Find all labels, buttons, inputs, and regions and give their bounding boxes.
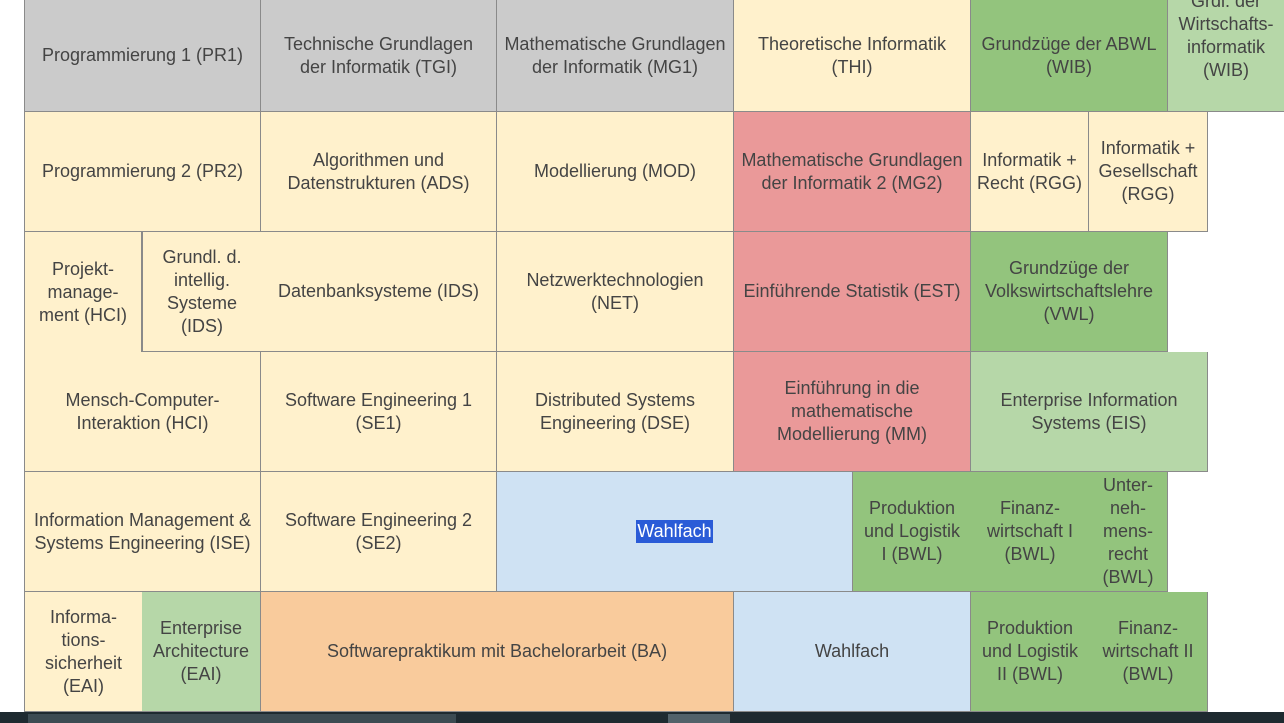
course-label: Informatik + Recht (RGG) bbox=[976, 149, 1082, 193]
course-label: Enterprise Architecture (EAI) bbox=[152, 618, 250, 684]
course-gis[interactable]: Grundl. d. intellig. Systeme (IDS) bbox=[142, 232, 261, 352]
course-finanzwirtschaft-2[interactable]: Finanz-wirtschaft II (BWL) bbox=[1089, 592, 1208, 712]
course-net[interactable]: Netzwerktechnologien (NET) bbox=[497, 232, 734, 352]
course-label: Datenbanksysteme (IDS) bbox=[277, 281, 480, 301]
course-label: Produktion und Logistik I (BWL) bbox=[863, 498, 961, 564]
course-label: Grundl. d. intellig. Systeme (IDS) bbox=[162, 246, 242, 336]
course-eis[interactable]: Enterprise Information Systems (EIS) bbox=[971, 352, 1208, 472]
course-tgi[interactable]: Technische Grundlagen der Informatik (TG… bbox=[261, 0, 497, 112]
course-produktion-logistik-1[interactable]: Produktion und Logistik I (BWL) bbox=[853, 472, 971, 592]
course-label: Produktion und Logistik II (BWL) bbox=[981, 618, 1079, 684]
course-label: Distributed Systems Engineering (DSE) bbox=[534, 389, 696, 433]
course-label: Programmierung 2 (PR2) bbox=[41, 161, 244, 181]
course-label: Grundzüge der Volkswirtschaftslehre (VWL… bbox=[984, 258, 1154, 324]
course-label: Finanz-wirtschaft I (BWL) bbox=[986, 498, 1074, 564]
course-projektmanagement[interactable]: Projekt-manage-ment (HCI) bbox=[24, 232, 142, 352]
course-label: Grundzüge der ABWL (WIB) bbox=[981, 33, 1157, 77]
course-label: Finanz-wirtschaft II (BWL) bbox=[1102, 618, 1194, 684]
course-mm[interactable]: Einführung in die mathematische Modellie… bbox=[734, 352, 971, 472]
course-label: Softwarepraktikum mit Bachelorarbeit (BA… bbox=[326, 641, 668, 661]
course-label: Technische Grundlagen der Informatik (TG… bbox=[283, 33, 474, 77]
taskbar bbox=[0, 712, 1284, 723]
course-finanzwirtschaft-1[interactable]: Finanz-wirtschaft I (BWL) bbox=[971, 472, 1089, 592]
course-label: Grdl. der Wirtschafts-informatik (WIB) bbox=[1178, 0, 1274, 80]
course-label: Einführende Statistik (EST) bbox=[743, 281, 961, 301]
course-label: Software Engineering 2 (SE2) bbox=[284, 509, 473, 553]
course-ads[interactable]: Algorithmen und Datenstrukturen (ADS) bbox=[261, 112, 497, 232]
course-unternehmensrecht[interactable]: Unter-neh-mens-recht (BWL) bbox=[1089, 472, 1168, 592]
course-enterprise-architecture[interactable]: Enterprise Architecture (EAI) bbox=[142, 592, 261, 712]
course-wib[interactable]: Grdl. der Wirtschafts-informatik (WIB) bbox=[1168, 0, 1284, 112]
course-label: Information Management & Systems Enginee… bbox=[33, 509, 252, 553]
course-label: Mensch-Computer-Interaktion (HCI) bbox=[65, 389, 220, 433]
course-vwl[interactable]: Grundzüge der Volkswirtschaftslehre (VWL… bbox=[971, 232, 1168, 352]
course-bachelorarbeit[interactable]: Softwarepraktikum mit Bachelorarbeit (BA… bbox=[261, 592, 734, 712]
course-label: Einführung in die mathematische Modellie… bbox=[776, 378, 928, 444]
course-label: Algorithmen und Datenstrukturen (ADS) bbox=[287, 149, 470, 193]
taskbar-item[interactable] bbox=[28, 714, 456, 723]
course-informationssicherheit[interactable]: Informa-tions-sicherheit (EAI) bbox=[24, 592, 142, 712]
course-label: Informa-tions-sicherheit (EAI) bbox=[44, 606, 123, 696]
course-mg2[interactable]: Mathematische Grundlagen der Informatik … bbox=[734, 112, 971, 232]
course-se1[interactable]: Software Engineering 1 (SE1) bbox=[261, 352, 497, 472]
course-se2[interactable]: Software Engineering 2 (SE2) bbox=[261, 472, 497, 592]
course-label: Informatik + Gesellschaft (RGG) bbox=[1098, 138, 1198, 204]
course-label: Modellierung (MOD) bbox=[533, 161, 697, 181]
course-abwl[interactable]: Grundzüge der ABWL (WIB) bbox=[971, 0, 1168, 112]
course-label: Enterprise Information Systems (EIS) bbox=[1000, 389, 1178, 433]
course-label: Unter-neh-mens-recht (BWL) bbox=[1102, 475, 1154, 587]
course-label: Netzwerktechnologien (NET) bbox=[526, 269, 704, 313]
course-pr2[interactable]: Programmierung 2 (PR2) bbox=[24, 112, 261, 232]
taskbar-item[interactable] bbox=[668, 714, 730, 723]
course-rgg-gesellschaft[interactable]: Informatik + Gesellschaft (RGG) bbox=[1089, 112, 1208, 232]
course-label: Theoretische Informatik (THI) bbox=[757, 33, 947, 77]
course-dbs[interactable]: Datenbanksysteme (IDS) bbox=[261, 232, 497, 352]
course-ise[interactable]: Information Management & Systems Enginee… bbox=[24, 472, 261, 592]
course-rgg-recht[interactable]: Informatik + Recht (RGG) bbox=[971, 112, 1089, 232]
course-label: Software Engineering 1 (SE1) bbox=[284, 389, 473, 433]
course-est[interactable]: Einführende Statistik (EST) bbox=[734, 232, 971, 352]
course-produktion-logistik-2[interactable]: Produktion und Logistik II (BWL) bbox=[971, 592, 1089, 712]
course-label: Programmierung 1 (PR1) bbox=[41, 45, 244, 65]
course-mci[interactable]: Mensch-Computer-Interaktion (HCI) bbox=[24, 352, 261, 472]
course-label: Mathematische Grundlagen der Informatik … bbox=[504, 33, 726, 77]
course-wahlfach-selected[interactable]: Wahlfach bbox=[497, 472, 853, 592]
course-dse[interactable]: Distributed Systems Engineering (DSE) bbox=[497, 352, 734, 472]
course-wahlfach[interactable]: Wahlfach bbox=[734, 592, 971, 712]
selected-text-highlight: Wahlfach bbox=[636, 520, 713, 543]
course-mod[interactable]: Modellierung (MOD) bbox=[497, 112, 734, 232]
course-pr1[interactable]: Programmierung 1 (PR1) bbox=[24, 0, 261, 112]
course-label: Wahlfach bbox=[814, 641, 890, 661]
course-thi[interactable]: Theoretische Informatik (THI) bbox=[734, 0, 971, 112]
course-label: Projekt-manage-ment (HCI) bbox=[38, 258, 127, 325]
course-label: Mathematische Grundlagen der Informatik … bbox=[741, 149, 963, 193]
course-mg1[interactable]: Mathematische Grundlagen der Informatik … bbox=[497, 0, 734, 112]
